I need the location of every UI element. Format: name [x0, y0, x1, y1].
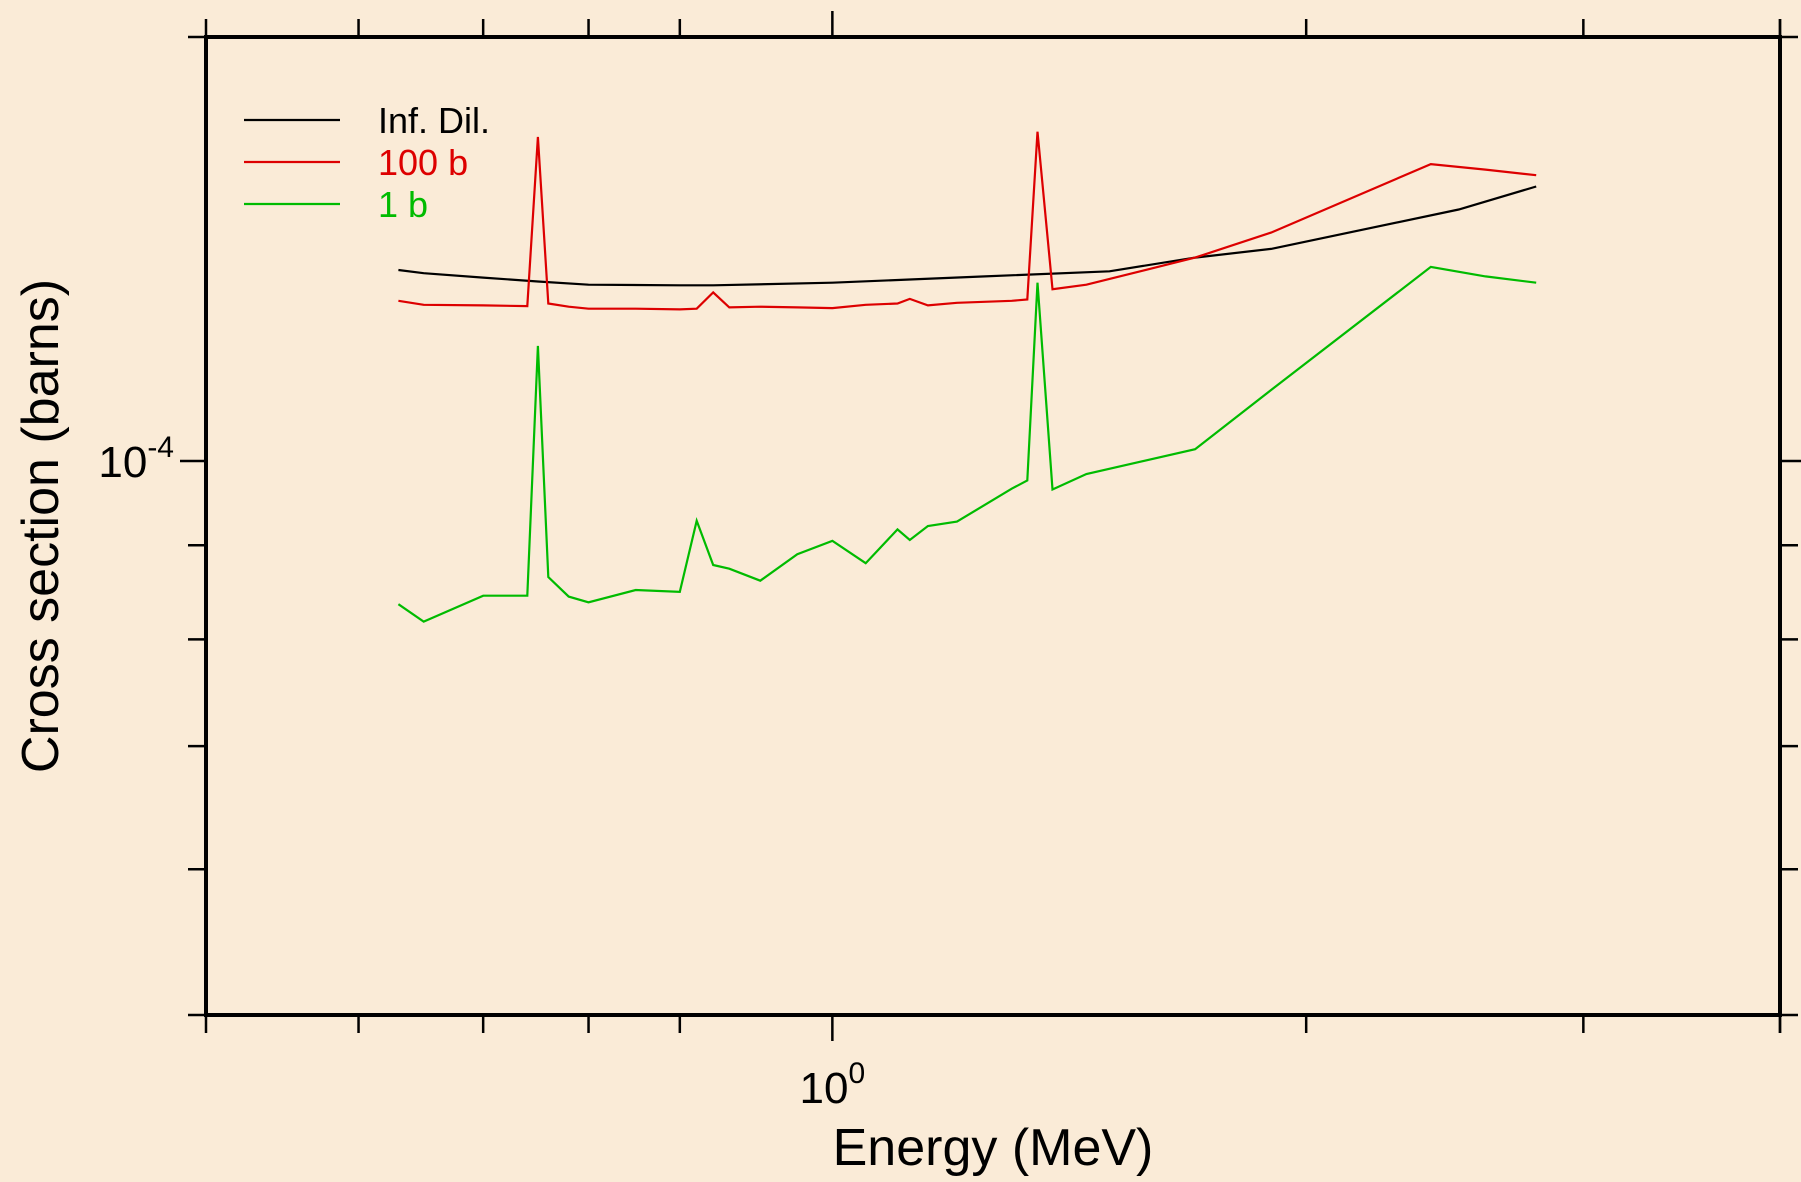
- series-line-0: [398, 185, 1537, 287]
- y-tick-label: 10-4: [98, 431, 174, 487]
- legend-label-1: 100 b: [378, 142, 468, 183]
- series-line-2: [397, 265, 1537, 623]
- legend-label-2: 1 b: [378, 184, 428, 225]
- tick-labels: 100 10-4: [98, 431, 865, 1113]
- plot-area: [204, 35, 1782, 1017]
- x-tick-label: 100: [800, 1057, 866, 1113]
- y-axis-title: Cross section (barns): [12, 279, 70, 773]
- series-line-1: [398, 131, 1537, 311]
- legend-label-0: Inf. Dil.: [378, 100, 490, 141]
- axis-ticks: [180, 11, 1801, 1041]
- legend: Inf. Dil.100 b1 b: [244, 100, 490, 225]
- x-axis-title: Energy (MeV): [833, 1119, 1154, 1177]
- series-lines: [397, 131, 1537, 623]
